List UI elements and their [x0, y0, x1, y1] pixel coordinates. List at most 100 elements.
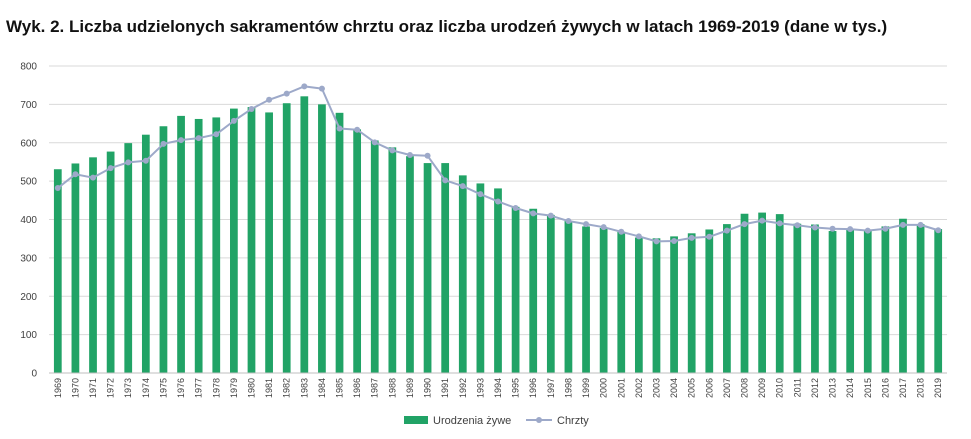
y-tick-label: 700 [20, 100, 37, 111]
point-chrzty [882, 225, 889, 232]
x-tick-label: 2006 [704, 378, 714, 398]
point-chrzty [213, 131, 220, 138]
bar-urodzenia [441, 163, 450, 373]
x-tick-label: 1978 [211, 378, 221, 398]
point-chrzty [336, 125, 343, 132]
x-tick-label: 1971 [88, 378, 98, 398]
bar-urodzenia [406, 156, 414, 373]
bar-urodzenia [353, 129, 362, 373]
point-chrzty [706, 233, 713, 240]
point-chrzty [847, 226, 854, 233]
bar-urodzenia [335, 112, 344, 373]
bar-urodzenia [247, 107, 256, 373]
bar-urodzenia [634, 237, 643, 373]
x-tick-label: 2017 [898, 378, 908, 398]
x-tick-label: 1995 [511, 378, 521, 398]
point-chrzty [301, 83, 308, 90]
point-chrzty [424, 152, 431, 159]
bar-urodzenia [740, 213, 749, 373]
bar-urodzenia [106, 151, 115, 373]
bar-urodzenia [282, 103, 291, 373]
x-tick-label: 1989 [405, 378, 415, 398]
bar-urodzenia [423, 163, 432, 373]
point-chrzty [371, 139, 378, 146]
point-chrzty [565, 218, 572, 225]
point-chrzty [811, 224, 818, 231]
x-tick-label: 1982 [282, 378, 292, 398]
x-tick-label: 2001 [616, 378, 626, 398]
x-tick-label: 2014 [845, 378, 855, 398]
x-tick-label: 2002 [634, 378, 644, 398]
x-tick-label: 1975 [158, 378, 168, 398]
bar-urodzenia [458, 175, 467, 373]
legend: Urodzenia żywe Chrzty [404, 415, 589, 427]
x-tick-label: 2004 [669, 378, 679, 398]
bar-urodzenia [71, 163, 80, 373]
point-chrzty [266, 96, 273, 103]
point-chrzty [547, 212, 554, 219]
bar-urodzenia [582, 226, 590, 373]
x-tick-label: 2015 [863, 378, 873, 398]
legend-label-line: Chrzty [557, 415, 589, 427]
x-tick-label: 1994 [493, 378, 503, 398]
y-tick-label: 800 [20, 62, 37, 73]
bar-urodzenia [494, 188, 502, 373]
bar-urodzenia [529, 208, 538, 373]
x-tick-label: 1977 [194, 378, 204, 398]
point-chrzty [142, 157, 149, 164]
x-tick-label: 2010 [775, 378, 785, 398]
point-chrzty [794, 222, 801, 229]
bar-urodzenia [775, 214, 784, 373]
point-chrzty [195, 135, 202, 142]
bar-urodzenia [599, 227, 608, 373]
x-tick-label: 1974 [141, 378, 151, 398]
x-axis-ticks: 1969 1970 1971 1972 1973 1974 1975 1976 1977 1978… [53, 378, 943, 398]
bar-urodzenia [916, 224, 925, 373]
point-chrzty [248, 105, 255, 112]
bar-urodzenia [318, 104, 326, 373]
chart-title: Wyk. 2. Liczba udzielonych sakramentów c… [6, 17, 888, 36]
point-chrzty [741, 221, 748, 228]
y-tick-label: 600 [20, 138, 37, 149]
x-tick-label: 1983 [299, 378, 309, 398]
x-tick-label: 2011 [792, 378, 802, 397]
point-chrzty [178, 137, 185, 144]
x-tick-label: 1993 [475, 378, 485, 398]
y-tick-label: 100 [20, 330, 37, 341]
point-chrzty [512, 204, 519, 211]
legend-label-bar: Urodzenia żywe [433, 415, 511, 427]
x-tick-label: 1981 [264, 378, 274, 398]
bar-urodzenia [124, 143, 133, 373]
bar-urodzenia [652, 238, 661, 373]
y-tick-label: 400 [20, 215, 37, 226]
point-chrzty [583, 221, 590, 228]
y-tick-label: 200 [20, 292, 37, 303]
y-tick-label: 300 [20, 253, 37, 264]
x-tick-label: 1976 [176, 378, 186, 398]
bar-urodzenia [758, 212, 766, 373]
point-chrzty [864, 227, 871, 234]
bar-urodzenia [300, 96, 309, 373]
x-tick-label: 2019 [933, 378, 943, 398]
x-tick-label: 1987 [370, 378, 380, 398]
x-tick-label: 1992 [458, 378, 468, 398]
bar-urodzenia [934, 229, 943, 373]
bar-urodzenia [828, 231, 837, 373]
x-tick-label: 2018 [916, 378, 926, 398]
x-tick-label: 1999 [581, 378, 591, 398]
x-tick-label: 1984 [317, 378, 327, 398]
x-tick-label: 1980 [246, 378, 256, 398]
point-chrzty [90, 174, 97, 181]
point-chrzty [54, 185, 61, 192]
point-chrzty [72, 171, 79, 178]
x-tick-label: 2008 [740, 378, 750, 398]
bar-urodzenia [141, 134, 150, 373]
bar-urodzenia [388, 147, 397, 373]
point-chrzty [723, 227, 730, 234]
bar-urodzenia [899, 218, 907, 373]
bar-urodzenia [670, 236, 678, 373]
point-chrzty [318, 85, 325, 92]
line-series [54, 83, 942, 245]
point-chrzty [635, 233, 642, 240]
bar-urodzenia [705, 229, 714, 373]
